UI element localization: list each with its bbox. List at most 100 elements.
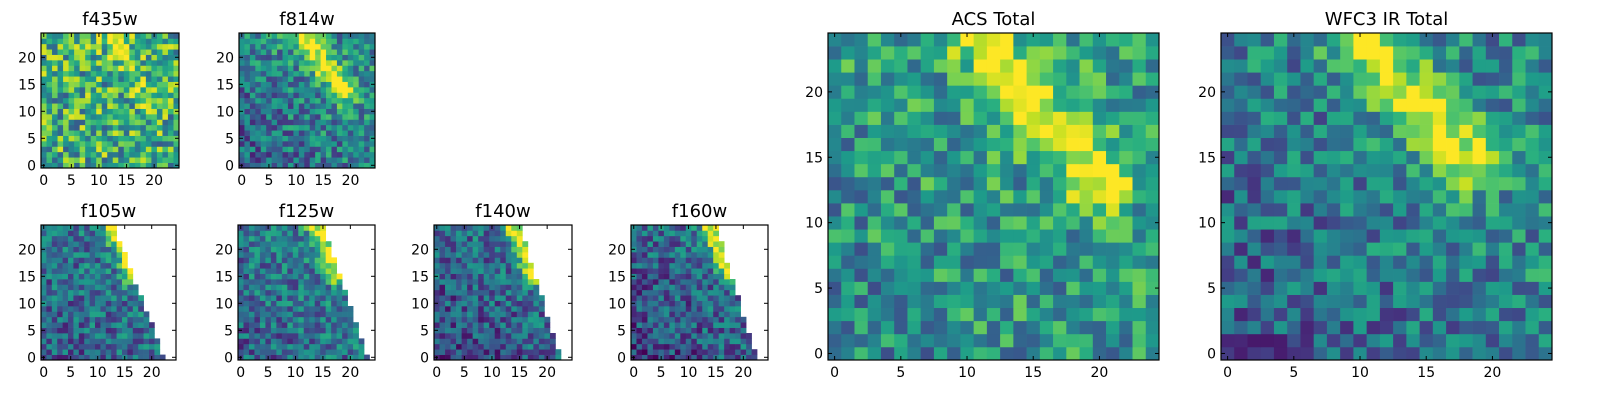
heatmap-cell (933, 176, 948, 191)
heatmap-cell (249, 130, 256, 136)
heatmap-cell (533, 316, 540, 323)
heatmap-cell (516, 257, 523, 264)
heatmap-cell (516, 289, 523, 296)
heatmap-cell (325, 343, 332, 350)
heatmap-cell (112, 33, 119, 39)
heatmap-cell (894, 255, 908, 269)
heatmap-cell (105, 284, 112, 291)
heatmap-cell (960, 320, 974, 335)
heatmap-cell (95, 338, 101, 345)
heatmap-cell (696, 279, 703, 285)
heatmap-cell (467, 306, 473, 312)
heatmap-cell (277, 141, 283, 147)
heatmap-cell (293, 146, 300, 153)
heatmap-cell (243, 289, 250, 296)
heatmap-cell (669, 322, 676, 328)
heatmap-cell (347, 124, 354, 131)
heatmap-cell (1379, 333, 1394, 348)
heatmap-cell (461, 252, 468, 258)
heatmap-cell (100, 235, 107, 242)
heatmap-cell (828, 137, 842, 152)
heatmap-cell (46, 262, 53, 269)
heatmap-cell (282, 70, 289, 77)
heatmap-cell (1459, 294, 1473, 309)
heatmap-cell (62, 349, 69, 355)
heatmap-cell (735, 343, 741, 350)
heatmap-cell (347, 76, 354, 82)
heatmap-cell (1313, 163, 1328, 178)
heatmap-cell (358, 33, 365, 39)
heatmap-cell (123, 119, 130, 126)
heatmap-cell (293, 65, 300, 72)
heatmap-cell (145, 97, 152, 104)
heatmap-cell (947, 189, 961, 204)
heatmap-cell (57, 38, 64, 45)
heatmap-cell (1446, 124, 1460, 138)
heatmap-cell (1039, 216, 1054, 230)
heatmap-cell (674, 279, 681, 285)
heatmap-cell (1538, 163, 1553, 178)
heatmap-cell (702, 235, 709, 242)
heatmap-cell (145, 119, 152, 126)
heatmap-cell (277, 87, 283, 93)
heatmap-cell (270, 338, 277, 345)
heatmap-cell (41, 65, 47, 72)
panel-title: f160w (672, 201, 727, 222)
heatmap-cell (1459, 111, 1473, 125)
heatmap-cell (652, 338, 659, 345)
heatmap-cell (145, 81, 152, 88)
heatmap-cell (123, 87, 130, 93)
heatmap-cell (1287, 189, 1301, 204)
heatmap-cell (828, 268, 842, 282)
heatmap-cell (118, 38, 125, 45)
heatmap-cell (259, 327, 266, 334)
heatmap-cell (986, 59, 1001, 73)
heatmap-cell (255, 119, 262, 126)
heatmap-cell (658, 349, 665, 355)
heatmap-cell (907, 189, 922, 204)
heatmap-cell (138, 343, 144, 350)
heatmap-cell (326, 141, 332, 147)
heatmap-cell (647, 333, 654, 339)
heatmap-cell (867, 46, 882, 60)
heatmap-cell (1485, 59, 1500, 73)
heatmap-cell (156, 119, 163, 126)
heatmap-cell (173, 130, 180, 136)
heatmap-cell (162, 130, 169, 136)
heatmap-cell (1039, 294, 1054, 309)
heatmap-cell (369, 103, 376, 109)
heatmap-cell (281, 241, 288, 247)
heatmap-cell (467, 252, 473, 258)
heatmap-cell (713, 235, 720, 242)
heatmap-cell (1353, 176, 1367, 191)
heatmap-cell (1340, 294, 1354, 309)
heatmap-cell (1260, 216, 1275, 230)
heatmap-cell (266, 81, 272, 88)
heatmap-cell (880, 294, 895, 309)
heatmap-cell (724, 284, 730, 291)
heatmap-cell (118, 43, 125, 50)
heatmap-cell (652, 333, 659, 339)
heatmap-cell (1119, 176, 1133, 191)
heatmap-cell (718, 338, 725, 345)
heatmap-cell (243, 268, 250, 274)
heatmap-cell (116, 241, 123, 247)
heatmap-cell (41, 151, 47, 158)
heatmap-cell (95, 306, 101, 312)
heatmap-cell (320, 268, 327, 274)
heatmap-cell (522, 252, 529, 258)
heatmap-cell (1432, 59, 1447, 73)
y-tick-label: 15 (18, 77, 36, 93)
heatmap-cell (293, 38, 300, 45)
heatmap-cell (1247, 268, 1262, 282)
heatmap-cell (369, 119, 376, 126)
heatmap-cell (79, 70, 86, 77)
heatmap-cell (85, 33, 92, 39)
heatmap-cell (95, 279, 101, 285)
heatmap-cell (364, 146, 370, 153)
heatmap-cell (461, 257, 468, 264)
heatmap-cell (696, 295, 703, 301)
heatmap-cell (84, 289, 90, 296)
heatmap-cell (68, 38, 75, 45)
heatmap-cell (663, 354, 670, 361)
